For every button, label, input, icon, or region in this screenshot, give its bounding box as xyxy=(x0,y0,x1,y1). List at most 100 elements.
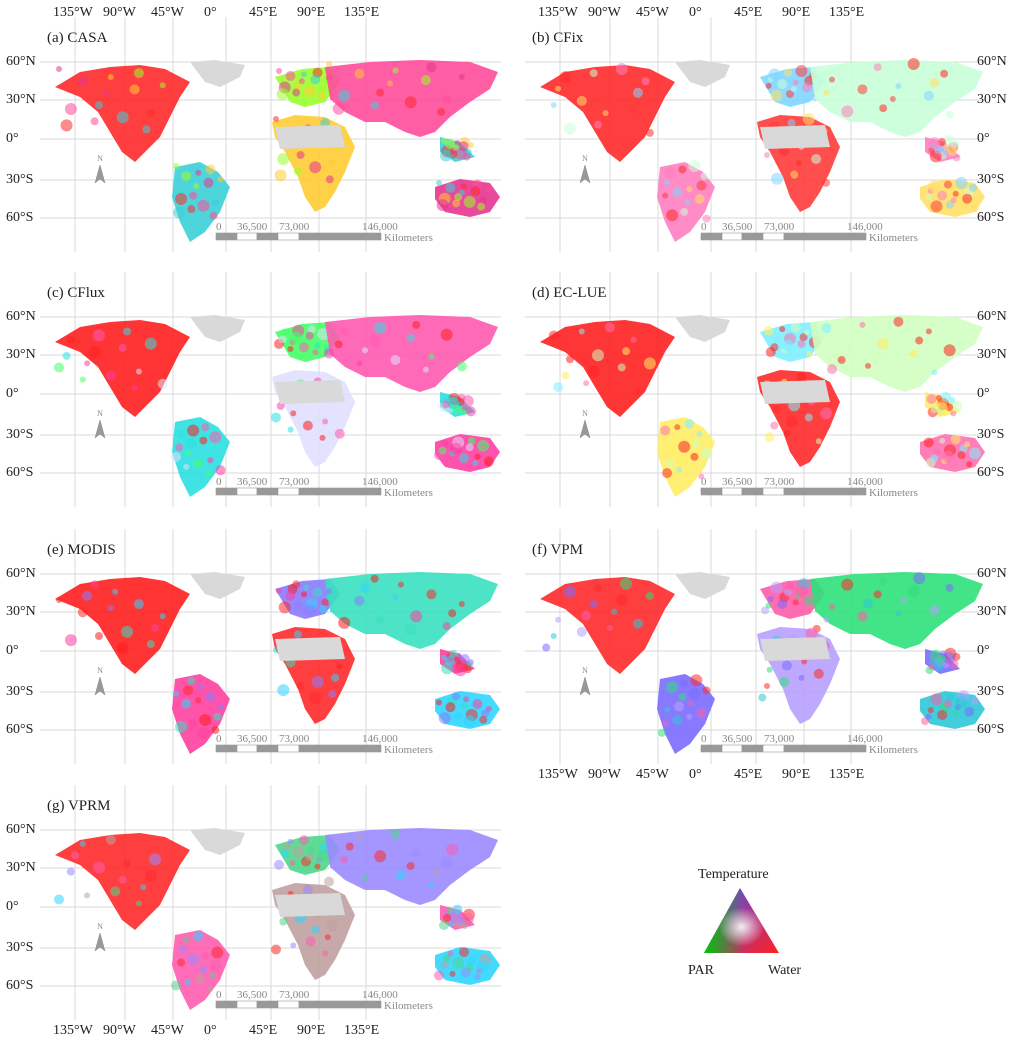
longitude-label: 45°E xyxy=(734,5,763,20)
graticule xyxy=(40,529,502,764)
graticule xyxy=(525,272,987,507)
land-texture xyxy=(550,632,557,639)
land-texture xyxy=(452,956,465,969)
north-label: N xyxy=(582,154,588,163)
land-texture xyxy=(828,76,835,83)
land-texture xyxy=(662,720,669,727)
land-texture xyxy=(175,720,188,733)
land-texture xyxy=(467,659,474,666)
land-texture xyxy=(766,666,773,673)
land-texture xyxy=(293,630,302,639)
latitude-label: 30°N xyxy=(6,860,36,875)
land-texture xyxy=(692,439,701,448)
land-texture xyxy=(420,75,431,86)
land-texture xyxy=(458,189,465,196)
land-texture xyxy=(928,664,935,671)
legend-par-label: PAR xyxy=(688,963,714,978)
scale-unit-label: Kilometers xyxy=(869,232,918,244)
land-texture xyxy=(783,68,792,77)
land-texture xyxy=(483,456,494,467)
land-texture xyxy=(940,69,949,78)
land-texture xyxy=(290,331,303,344)
land-texture xyxy=(790,86,797,93)
land-texture xyxy=(702,214,711,223)
land-texture xyxy=(790,322,801,333)
land-texture xyxy=(328,159,337,168)
graticule xyxy=(40,17,502,252)
longitude-label: 90°W xyxy=(103,1023,136,1038)
land-texture xyxy=(907,585,920,598)
land-texture xyxy=(929,604,940,615)
land-texture xyxy=(282,842,291,851)
land-texture xyxy=(149,853,162,866)
land-texture xyxy=(445,139,456,150)
land-texture xyxy=(684,199,691,206)
land-texture xyxy=(178,945,187,954)
land-texture xyxy=(927,707,934,714)
land-texture xyxy=(376,88,385,97)
land-texture xyxy=(477,439,490,452)
land-greenland xyxy=(190,572,245,599)
land-texture xyxy=(770,172,783,185)
longitude-label: 0° xyxy=(204,1023,217,1038)
land-texture xyxy=(215,465,226,476)
land-texture xyxy=(173,206,186,219)
land-texture xyxy=(804,413,813,422)
land-texture xyxy=(937,709,948,720)
scale-bar-segment xyxy=(277,1000,300,1009)
longitude-label: 90°E xyxy=(297,1023,326,1038)
panel-label: (e) MODIS xyxy=(47,542,116,558)
land-texture xyxy=(60,119,73,132)
land-texture xyxy=(657,728,666,737)
scale-tick-label: 0 xyxy=(701,476,707,488)
land-texture xyxy=(62,351,71,360)
land-texture xyxy=(857,84,868,95)
land-texture xyxy=(328,690,337,699)
land-texture xyxy=(611,608,618,615)
land-texture xyxy=(672,715,683,725)
scale-tick-label: 73,000 xyxy=(764,221,795,233)
latitude-label: 60°N xyxy=(977,54,1007,69)
scale-bar-segment xyxy=(236,1000,258,1009)
land-texture xyxy=(930,693,943,706)
land-texture xyxy=(452,904,463,915)
land-texture xyxy=(561,371,570,380)
map-panel-ec-lue: N 0 36,500 73,000 146,000 Kilometers (d) EC-LU… xyxy=(485,255,1007,515)
map-panel-modis: N 0 36,500 73,000 146,000 Kilometers (e) MODIS… xyxy=(0,512,512,772)
land-texture xyxy=(294,81,303,90)
land-texture xyxy=(395,870,406,881)
north-label: N xyxy=(97,409,103,418)
land-texture xyxy=(772,405,781,414)
land-texture xyxy=(820,407,833,420)
scale-bar-segment xyxy=(721,487,743,496)
scale-tick-label: 0 xyxy=(701,221,707,233)
land-sahara xyxy=(760,637,830,661)
latitude-label: 30°S xyxy=(977,684,1005,699)
land-masses xyxy=(54,828,500,1010)
land-texture xyxy=(324,876,334,887)
scale-tick-label: 36,500 xyxy=(722,733,753,745)
land-texture xyxy=(426,589,437,600)
land-texture xyxy=(209,431,222,444)
land-texture xyxy=(94,100,103,109)
land-texture xyxy=(909,349,918,358)
latitude-label: 60°N xyxy=(977,566,1007,581)
land-texture xyxy=(463,696,470,703)
land-texture xyxy=(563,122,576,135)
land-sahara xyxy=(275,893,345,917)
land-texture xyxy=(103,90,110,97)
land-texture xyxy=(105,834,116,845)
latitude-label: 30°S xyxy=(6,172,34,187)
graticule xyxy=(40,785,502,1020)
land-texture xyxy=(199,965,208,974)
scale-bar-segment xyxy=(256,232,279,241)
scale-bar-segment xyxy=(700,744,723,753)
land-texture xyxy=(930,200,943,213)
land-texture xyxy=(310,74,321,85)
land-texture xyxy=(185,437,198,450)
scale-tick-label: 36,500 xyxy=(237,221,268,233)
scale-bar-segment xyxy=(256,744,279,753)
land-texture xyxy=(211,946,224,959)
land-texture xyxy=(964,441,971,448)
